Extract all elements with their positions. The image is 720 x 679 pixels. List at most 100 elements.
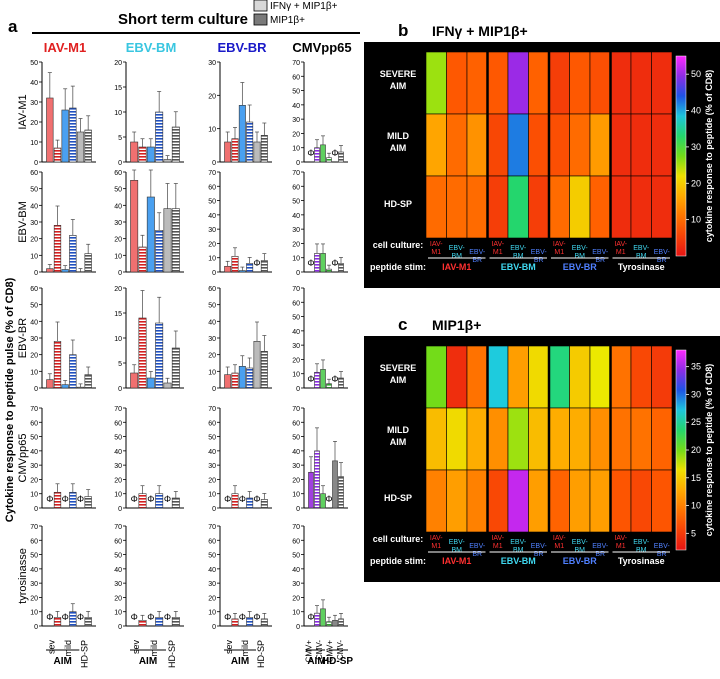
- column-header-ebv-br: EBV-BR: [217, 40, 267, 55]
- y-tick-label: 60: [114, 170, 122, 177]
- peptide-stim-group: Tyrosinase: [618, 262, 665, 272]
- peptide-stim-group: EBV-BM: [501, 262, 536, 272]
- colorbar-label: cytokine response to peptide (% of CD8): [704, 364, 714, 537]
- bar: [84, 129, 92, 163]
- colorbar-tick-label: 25: [691, 417, 701, 427]
- heatmap-cell: [528, 345, 550, 409]
- y-tick-label: 50: [114, 187, 122, 194]
- panel-a-y-axis-label: Cytokine response to peptide pulse (% of…: [4, 277, 16, 522]
- heatmap-cell: [651, 469, 673, 533]
- y-tick-label: 0: [212, 624, 216, 631]
- cell-culture-tick: EBV-: [572, 539, 589, 546]
- heatmap-cell: [487, 407, 509, 471]
- x-group-label: mild: [63, 640, 73, 657]
- cell-culture-label: cell culture:: [373, 534, 424, 544]
- bar: [231, 138, 239, 163]
- cell-culture-tick: EBV-: [531, 543, 548, 550]
- bar: [130, 372, 139, 389]
- y-tick-label: 10: [208, 256, 216, 263]
- heatmap-cell: [610, 113, 632, 177]
- null-marker: Φ: [253, 258, 260, 268]
- y-tick-label: 0: [34, 270, 38, 277]
- bar: [69, 611, 77, 627]
- heatmap-cell: [425, 175, 447, 239]
- cell-culture-label: cell culture:: [373, 240, 424, 250]
- heatmap-cell: [425, 407, 447, 471]
- x-cmv-group-hdsp: HD-SP: [322, 656, 353, 667]
- y-tick-label: 40: [208, 567, 216, 574]
- y-tick-label: 50: [30, 187, 38, 194]
- y-tick-label: 50: [208, 199, 216, 206]
- bar: [253, 341, 261, 389]
- y-tick-label: 10: [292, 146, 300, 153]
- heatmap-cell: [569, 345, 591, 409]
- heatmap-cell: [610, 345, 632, 409]
- y-tick-label: 20: [30, 353, 38, 360]
- colorbar-label: cytokine response to peptide (% of CD8): [704, 70, 714, 243]
- y-tick-label: 0: [118, 270, 122, 277]
- heatmap-cell: [630, 51, 652, 115]
- row-label-cmvpp65: CMVpp65: [17, 434, 29, 483]
- bar: [76, 386, 85, 389]
- heatmap-cell: [651, 175, 673, 239]
- heatmap-cell: [446, 407, 468, 471]
- y-tick-label: 50: [30, 303, 38, 310]
- y-tick-label: 60: [30, 286, 38, 293]
- bar: [130, 141, 139, 163]
- y-tick-label: 0: [118, 624, 122, 631]
- null-marker: Φ: [224, 494, 231, 504]
- bar: [146, 377, 155, 389]
- heatmap-cell: [610, 469, 632, 533]
- cell-culture-tick: M1: [554, 543, 564, 550]
- y-tick-label: 70: [292, 170, 300, 177]
- bar: [246, 617, 254, 627]
- heatmap-cell: [466, 113, 488, 177]
- bar: [155, 111, 164, 163]
- y-tick-label: 10: [30, 253, 38, 260]
- legend-swatch-ifng: [253, 0, 268, 12]
- x-group-label: mild: [149, 640, 159, 657]
- null-marker: Φ: [131, 494, 138, 504]
- y-tick-label: 30: [30, 336, 38, 343]
- cell-culture-tick: BM: [513, 253, 524, 260]
- y-tick-label: 60: [114, 420, 122, 427]
- x-group-label: sev: [224, 640, 234, 655]
- heatmap-row-label: SEVERE: [380, 69, 417, 79]
- y-tick-label: 30: [292, 463, 300, 470]
- y-tick-label: 5: [118, 361, 122, 368]
- cell-culture-tick: BR: [534, 257, 544, 264]
- y-tick-label: 0: [118, 160, 122, 167]
- cell-culture-tick: BR: [534, 551, 544, 558]
- y-tick-label: 40: [292, 213, 300, 220]
- colorbar-tick-label: 15: [691, 473, 701, 483]
- bar: [171, 497, 180, 509]
- heatmap-cell: [446, 51, 468, 115]
- heatmap-cell: [466, 51, 488, 115]
- heatmap-row-label: MILD: [387, 425, 409, 435]
- colorbar-tick-label: 30: [691, 389, 701, 399]
- heatmap-cell: [569, 469, 591, 533]
- heatmap-row-label: HD-SP: [384, 493, 412, 503]
- x-group-label: sev: [131, 640, 141, 655]
- bar: [238, 366, 246, 389]
- null-marker: Φ: [77, 612, 84, 622]
- column-header-cmvpp65: CMVpp65: [292, 40, 351, 55]
- heatmap-row-label: AIM: [390, 437, 407, 447]
- bar: [338, 151, 344, 163]
- cell-culture-tick: EBV-: [510, 539, 527, 546]
- cell-culture-tick: BR: [657, 257, 667, 264]
- null-marker: Φ: [331, 258, 338, 268]
- null-marker: Φ: [164, 612, 171, 622]
- heatmap-cell: [630, 345, 652, 409]
- y-tick-label: 60: [292, 420, 300, 427]
- y-tick-label: 60: [30, 420, 38, 427]
- y-tick-label: 10: [292, 492, 300, 499]
- cell-culture-tick: EBV-: [469, 249, 486, 256]
- cell-culture-tick: EBV-: [592, 543, 609, 550]
- heatmap-cell: [466, 345, 488, 409]
- heatmap-cell: [425, 345, 447, 409]
- bar: [326, 621, 332, 627]
- peptide-stim-group: Tyrosinase: [618, 556, 665, 566]
